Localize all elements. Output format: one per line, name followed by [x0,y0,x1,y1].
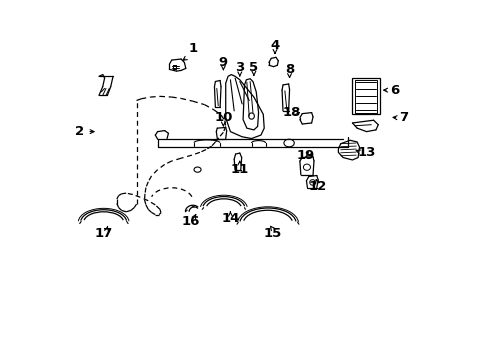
Text: 16: 16 [181,215,199,228]
Text: 9: 9 [218,56,227,69]
Text: 19: 19 [296,149,314,162]
Text: 6: 6 [389,84,399,96]
Text: 14: 14 [221,212,239,225]
Text: 17: 17 [94,227,113,240]
Text: 11: 11 [230,163,248,176]
Text: 10: 10 [214,111,232,124]
Text: 3: 3 [235,61,244,74]
Text: 1: 1 [188,42,197,55]
Text: 12: 12 [307,180,325,193]
Text: 2: 2 [75,125,83,138]
Text: 8: 8 [285,63,294,76]
Text: 15: 15 [263,227,281,240]
Text: 5: 5 [249,61,258,74]
Text: 7: 7 [399,111,408,124]
Text: 13: 13 [357,146,375,159]
Text: 4: 4 [270,39,279,52]
Text: 18: 18 [282,106,300,119]
